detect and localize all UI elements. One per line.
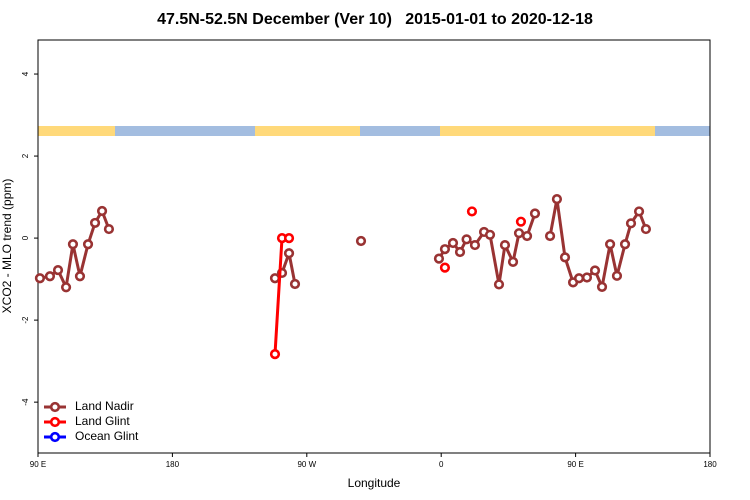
data-point [269, 273, 281, 284]
chart-title: 47.5N-52.5N December (Ver 10) 2015-01-01… [157, 11, 593, 28]
y-tick-label: 2 [21, 153, 30, 158]
data-point [355, 235, 367, 247]
data-point [269, 349, 281, 360]
y-tick-label: 0 [21, 235, 30, 240]
data-point [44, 271, 56, 282]
ocean-band [115, 126, 255, 136]
data-point [499, 239, 511, 251]
data-point [96, 205, 108, 217]
data-point [544, 230, 556, 242]
data-point [640, 223, 652, 235]
data-point [283, 248, 295, 259]
data-point [454, 246, 466, 258]
data-point [493, 279, 505, 290]
x-tick-label: 90 E [567, 460, 583, 469]
data-point [103, 223, 115, 235]
ocean-band [655, 126, 710, 136]
data-point [447, 237, 459, 249]
legend-marker [49, 431, 61, 443]
legend-marker [49, 401, 61, 413]
x-tick-label: 90 W [297, 460, 316, 469]
x-axis-label: Longitude [348, 476, 401, 490]
data-point [515, 216, 527, 227]
data-point [439, 262, 451, 273]
data-point [581, 272, 593, 283]
x-tick-label: 180 [166, 460, 180, 469]
data-point [559, 252, 571, 263]
data-point [466, 206, 478, 217]
y-tick-label: 4 [21, 71, 30, 76]
land-band [38, 126, 115, 136]
legend-label: Land Glint [75, 414, 130, 428]
y-tick-label: -4 [21, 398, 30, 406]
data-point [619, 239, 631, 250]
x-tick-label: 180 [703, 460, 717, 469]
data-point [611, 270, 623, 281]
land-band [440, 126, 655, 136]
data-point [67, 239, 79, 250]
y-tick-label: -2 [21, 316, 30, 324]
legend-label: Land Nadir [75, 399, 134, 413]
land-band [255, 126, 360, 136]
data-point [507, 256, 519, 267]
data-point [74, 271, 86, 282]
data-point [60, 282, 72, 293]
data-point [529, 208, 541, 219]
data-point [484, 229, 496, 240]
data-point [521, 230, 533, 242]
legend-marker [49, 416, 61, 428]
data-point [433, 253, 445, 264]
ocean-band [360, 126, 440, 136]
x-tick-label: 0 [439, 460, 444, 469]
data-point [82, 239, 94, 250]
data-point [633, 206, 645, 217]
data-point [625, 218, 637, 229]
y-axis-label: XCO2 - MLO trend (ppm) [0, 179, 14, 314]
data-point [604, 239, 616, 250]
data-point [439, 244, 451, 255]
data-point [289, 278, 301, 290]
plot-frame [37, 39, 711, 454]
land-ocean-band [38, 126, 710, 136]
data-point [596, 281, 608, 292]
data-point [34, 273, 46, 284]
data-point [573, 273, 585, 284]
data-point [89, 217, 101, 229]
legend-label: Ocean Glint [75, 429, 139, 443]
data-point [52, 264, 64, 276]
data-point [513, 228, 525, 239]
x-tick-label: 90 E [30, 460, 46, 469]
data-point [283, 232, 295, 244]
data-point [469, 239, 481, 251]
data-point [461, 234, 472, 245]
data-point [589, 265, 601, 276]
data-point [551, 194, 563, 205]
